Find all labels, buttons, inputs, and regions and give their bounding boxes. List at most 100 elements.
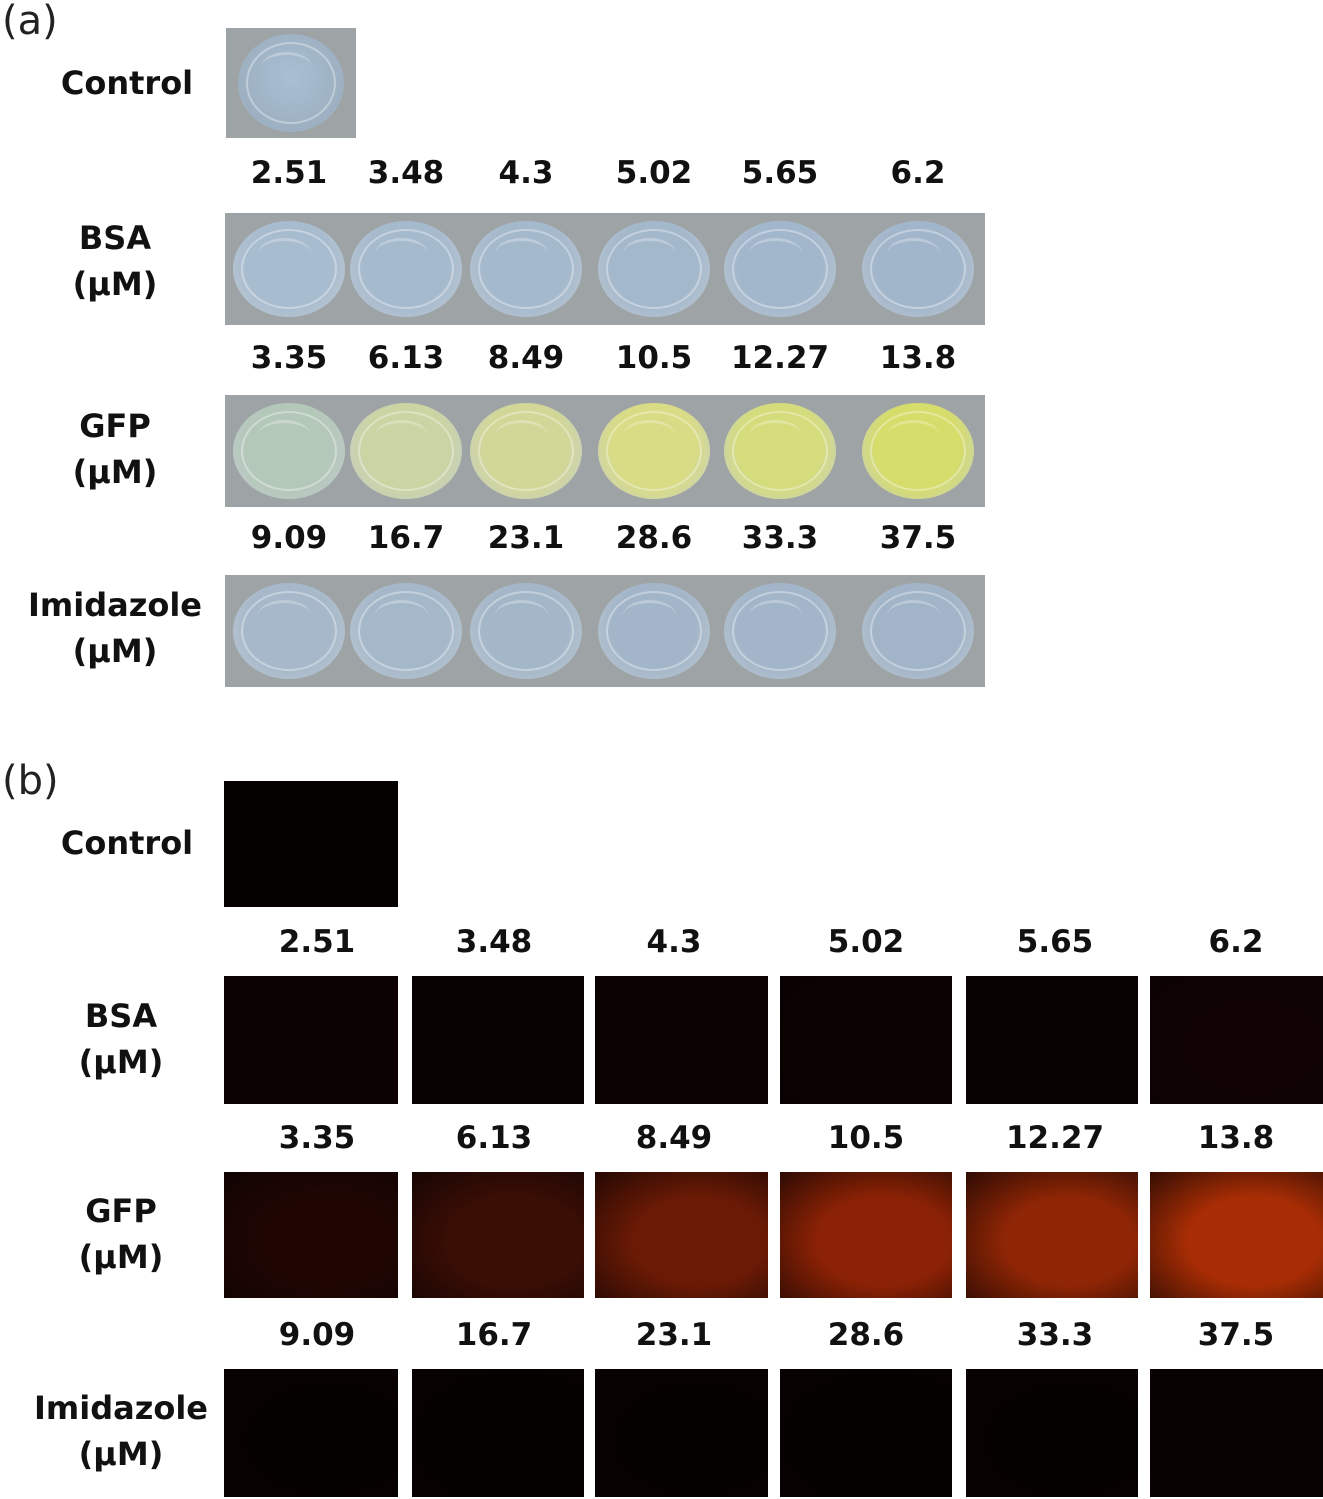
concentration-label: 4.3 xyxy=(498,155,554,191)
fluorescence-tile xyxy=(224,1369,398,1497)
concentration-label: 13.8 xyxy=(879,340,957,376)
well xyxy=(470,403,582,499)
panel-b-row-label-gfp: GFP (μM) xyxy=(16,1188,226,1280)
fluorescence-tile xyxy=(412,1172,584,1298)
concentration-label: 9.09 xyxy=(278,1317,356,1353)
row-name: BSA xyxy=(84,997,158,1035)
fluorescence-tile xyxy=(780,1172,952,1298)
panel-a-row-label-gfp: GFP (μM) xyxy=(10,403,220,495)
panel-a-row-label-imidazole: Imidazole (μM) xyxy=(10,582,220,674)
panel-a-well-strip xyxy=(225,575,985,687)
concentration-label: 33.3 xyxy=(741,520,819,556)
panel-a-label: (a) xyxy=(2,0,58,44)
concentration-label: 23.1 xyxy=(487,520,565,556)
concentration-label: 3.35 xyxy=(278,1120,356,1156)
concentration-label: 10.5 xyxy=(615,340,693,376)
well xyxy=(470,583,582,679)
concentration-label: 3.48 xyxy=(367,155,445,191)
concentration-label: 12.27 xyxy=(1005,1120,1105,1156)
panel-b-row-label-bsa: BSA (μM) xyxy=(16,993,226,1085)
panel-a-control-label: Control xyxy=(52,60,202,106)
row-unit: (μM) xyxy=(72,453,158,491)
fluorescence-tile xyxy=(595,1369,768,1497)
fluorescence-tile xyxy=(595,1172,768,1298)
well xyxy=(233,221,345,317)
panel-b-control-label: Control xyxy=(52,820,202,866)
fluorescence-tile xyxy=(412,1369,584,1497)
concentration-label: 16.7 xyxy=(367,520,445,556)
panel-a-control-well-strip xyxy=(226,28,356,138)
well xyxy=(350,583,462,679)
fluorescence-tile xyxy=(966,1172,1138,1298)
fluorescence-tile xyxy=(966,1369,1138,1497)
fluorescence-tile xyxy=(224,1172,398,1298)
concentration-label: 8.49 xyxy=(487,340,565,376)
panel-b-label: (b) xyxy=(2,758,59,804)
row-name: BSA xyxy=(78,219,152,257)
concentration-label: 3.35 xyxy=(250,340,328,376)
control-label-text: Control xyxy=(60,64,194,102)
row-unit: (μM) xyxy=(78,1043,164,1081)
concentration-label: 33.3 xyxy=(1016,1317,1094,1353)
control-fluorescence-tile xyxy=(224,781,398,907)
row-name: Imidazole xyxy=(34,1389,208,1427)
concentration-label: 37.5 xyxy=(1197,1317,1275,1353)
well xyxy=(724,221,836,317)
well xyxy=(350,221,462,317)
control-well xyxy=(238,34,344,132)
fluorescence-tile xyxy=(1150,1369,1323,1497)
well xyxy=(598,403,710,499)
fluorescence-tile xyxy=(595,976,768,1104)
row-unit: (μM) xyxy=(72,265,158,303)
concentration-label: 13.8 xyxy=(1197,1120,1275,1156)
concentration-label: 28.6 xyxy=(615,520,693,556)
well xyxy=(862,221,974,317)
panel-a-well-strip xyxy=(225,213,985,325)
concentration-label: 2.51 xyxy=(278,924,356,960)
fluorescence-tile xyxy=(224,976,398,1104)
concentration-label: 5.65 xyxy=(1016,924,1094,960)
row-name: GFP xyxy=(85,1192,157,1230)
row-name: Imidazole xyxy=(28,586,202,624)
fluorescence-tile xyxy=(780,1369,952,1497)
row-unit: (μM) xyxy=(78,1435,164,1473)
well xyxy=(233,403,345,499)
concentration-label: 6.13 xyxy=(455,1120,533,1156)
concentration-label: 16.7 xyxy=(455,1317,533,1353)
fluorescence-tile xyxy=(1150,976,1323,1104)
concentration-label: 37.5 xyxy=(879,520,957,556)
row-name: GFP xyxy=(79,407,151,445)
concentration-label: 5.02 xyxy=(615,155,693,191)
concentration-label: 3.48 xyxy=(455,924,533,960)
concentration-label: 5.65 xyxy=(741,155,819,191)
fluorescence-tile xyxy=(780,976,952,1104)
concentration-label: 5.02 xyxy=(827,924,905,960)
panel-a-row-label-bsa: BSA (μM) xyxy=(10,215,220,307)
concentration-label: 6.13 xyxy=(367,340,445,376)
well xyxy=(598,221,710,317)
concentration-label: 28.6 xyxy=(827,1317,905,1353)
concentration-label: 6.2 xyxy=(890,155,946,191)
concentration-label: 9.09 xyxy=(250,520,328,556)
well xyxy=(862,583,974,679)
well xyxy=(724,583,836,679)
concentration-label: 6.2 xyxy=(1208,924,1264,960)
concentration-label: 2.51 xyxy=(250,155,328,191)
panel-b-row-label-imidazole: Imidazole (μM) xyxy=(16,1385,226,1477)
concentration-label: 10.5 xyxy=(827,1120,905,1156)
panel-a-well-strip xyxy=(225,395,985,507)
concentration-label: 8.49 xyxy=(635,1120,713,1156)
well xyxy=(350,403,462,499)
row-unit: (μM) xyxy=(78,1238,164,1276)
well xyxy=(233,583,345,679)
row-unit: (μM) xyxy=(72,632,158,670)
control-label-text: Control xyxy=(60,824,194,862)
concentration-label: 4.3 xyxy=(646,924,702,960)
well xyxy=(470,221,582,317)
fluorescence-tile xyxy=(1150,1172,1323,1298)
well xyxy=(724,403,836,499)
concentration-label: 23.1 xyxy=(635,1317,713,1353)
concentration-label: 12.27 xyxy=(730,340,830,376)
fluorescence-tile xyxy=(966,976,1138,1104)
well xyxy=(862,403,974,499)
